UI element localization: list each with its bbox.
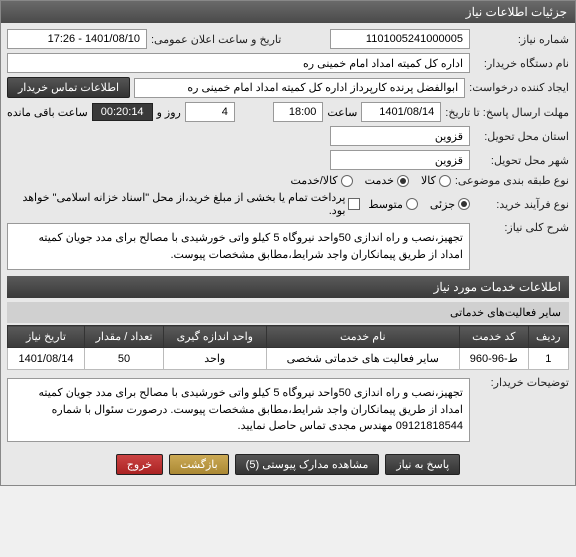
countdown-timer: 00:20:14 bbox=[92, 103, 153, 121]
table-row: 1ط-96-960سایر فعالیت های خدماتی شخصیواحد… bbox=[8, 348, 569, 370]
buyer-notes-box: تجهیز،نصب و راه اندازی 50واحد نیروگاه 5 … bbox=[7, 378, 470, 442]
table-header-cell: واحد اندازه گیری bbox=[164, 326, 266, 348]
requester-field: ابوالفضل پرنده کارپرداز اداره کل کمیته ا… bbox=[134, 78, 465, 98]
radio-medium-item[interactable]: متوسط bbox=[368, 198, 418, 211]
table-header-cell: تعداد / مقدار bbox=[84, 326, 163, 348]
table-header-cell: تاریخ نیاز bbox=[8, 326, 85, 348]
radio-partial bbox=[458, 198, 470, 210]
province-label: استان محل تحویل: bbox=[474, 130, 569, 143]
deadline-time-field: 18:00 bbox=[273, 102, 323, 122]
need-number-field: 1101005241000005 bbox=[330, 29, 470, 49]
buyer-org-label: نام دستگاه خریدار: bbox=[474, 57, 569, 70]
radio-service bbox=[397, 175, 409, 187]
services-table: ردیفکد خدمتنام خدمتواحد اندازه گیریتعداد… bbox=[7, 325, 569, 370]
attachments-button[interactable]: مشاهده مدارک پیوستی (5) bbox=[235, 454, 380, 475]
table-cell: ط-96-960 bbox=[460, 348, 529, 370]
category-label: نوع طبقه بندی موضوعی: bbox=[455, 174, 569, 187]
respond-button[interactable]: پاسخ به نیاز bbox=[385, 454, 460, 475]
row-buyer-notes: توضیحات خریدار: تجهیز،نصب و راه اندازی 5… bbox=[7, 376, 569, 442]
payment-checkbox-item[interactable]: پرداخت تمام یا بخشی از مبلغ خرید،از محل … bbox=[7, 191, 360, 217]
days-field: 4 bbox=[185, 102, 235, 122]
radio-both-item[interactable]: کالا/خدمت bbox=[290, 174, 352, 187]
summary-label: شرح کلی نیاز: bbox=[474, 221, 569, 234]
radio-partial-label: جزئی bbox=[430, 198, 455, 211]
details-window: جزئیات اطلاعات نیاز شماره نیاز: 11010052… bbox=[0, 0, 576, 486]
row-province: استان محل تحویل: قزوین bbox=[7, 126, 569, 146]
radio-both-label: کالا/خدمت bbox=[290, 174, 337, 187]
row-need-number: شماره نیاز: 1101005241000005 تاریخ و ساع… bbox=[7, 29, 569, 49]
summary-box: تجهیز،نصب و راه اندازی 50واحد نیروگاه 5 … bbox=[7, 223, 470, 270]
radio-medium-label: متوسط bbox=[368, 198, 403, 211]
table-header-cell: کد خدمت bbox=[460, 326, 529, 348]
table-header-cell: نام خدمت bbox=[266, 326, 460, 348]
announce-label: تاریخ و ساعت اعلان عمومی: bbox=[151, 33, 281, 46]
contact-buyer-button[interactable]: اطلاعات تماس خریدار bbox=[7, 77, 130, 98]
purchase-radio-group: جزئی متوسط bbox=[368, 198, 470, 211]
buyer-org-field: اداره کل کمیته امداد امام خمینی ره bbox=[7, 53, 470, 73]
table-cell: 50 bbox=[84, 348, 163, 370]
table-body: 1ط-96-960سایر فعالیت های خدماتی شخصیواحد… bbox=[8, 348, 569, 370]
table-cell: 1 bbox=[528, 348, 568, 370]
table-header: ردیفکد خدمتنام خدمتواحد اندازه گیریتعداد… bbox=[8, 326, 569, 348]
time-label-1: ساعت bbox=[327, 106, 357, 119]
requester-label: ایجاد کننده درخواست: bbox=[469, 81, 569, 94]
table-header-cell: ردیف bbox=[528, 326, 568, 348]
category-radio-group: کالا خدمت کالا/خدمت bbox=[290, 174, 450, 187]
window-title: جزئیات اطلاعات نیاز bbox=[466, 5, 567, 19]
remaining-label: ساعت باقی مانده bbox=[7, 106, 88, 119]
radio-medium bbox=[406, 198, 418, 210]
buyer-notes-label: توضیحات خریدار: bbox=[474, 376, 569, 389]
table-cell: واحد bbox=[164, 348, 266, 370]
radio-service-item[interactable]: خدمت bbox=[365, 174, 409, 187]
province-field: قزوین bbox=[330, 126, 470, 146]
services-subsection: سایر فعالیت‌های خدماتی bbox=[7, 302, 569, 323]
table-cell: 1401/08/14 bbox=[8, 348, 85, 370]
purchase-type-label: نوع فرآیند خرید: bbox=[474, 198, 569, 211]
deadline-date-field: 1401/08/14 bbox=[361, 102, 441, 122]
radio-partial-item[interactable]: جزئی bbox=[430, 198, 470, 211]
row-deadline: مهلت ارسال پاسخ: تا تاریخ: 1401/08/14 سا… bbox=[7, 102, 569, 122]
radio-goods-item[interactable]: کالا bbox=[421, 174, 451, 187]
exit-button[interactable]: خروج bbox=[116, 454, 163, 475]
deadline-label: مهلت ارسال پاسخ: تا تاریخ: bbox=[445, 106, 569, 119]
announce-field: 1401/08/10 - 17:26 bbox=[7, 29, 147, 49]
radio-goods-label: کالا bbox=[421, 174, 436, 187]
radio-goods bbox=[439, 175, 451, 187]
row-buyer-org: نام دستگاه خریدار: اداره کل کمیته امداد … bbox=[7, 53, 569, 73]
radio-both bbox=[341, 175, 353, 187]
row-requester: ایجاد کننده درخواست: ابوالفضل پرنده کارپ… bbox=[7, 77, 569, 98]
table-cell: سایر فعالیت های خدماتی شخصی bbox=[266, 348, 460, 370]
row-city: شهر محل تحویل: قزوین bbox=[7, 150, 569, 170]
city-label: شهر محل تحویل: bbox=[474, 154, 569, 167]
window-titlebar: جزئیات اطلاعات نیاز bbox=[1, 1, 575, 23]
back-button[interactable]: بازگشت bbox=[169, 454, 229, 475]
city-field: قزوین bbox=[330, 150, 470, 170]
need-number-label: شماره نیاز: bbox=[474, 33, 569, 46]
radio-service-label: خدمت bbox=[365, 174, 394, 187]
footer-buttons: پاسخ به نیاز مشاهده مدارک پیوستی (5) باز… bbox=[7, 446, 569, 479]
services-section-header: اطلاعات خدمات مورد نیاز bbox=[7, 276, 569, 298]
row-summary: شرح کلی نیاز: تجهیز،نصب و راه اندازی 50و… bbox=[7, 221, 569, 270]
payment-checkbox bbox=[348, 198, 360, 210]
row-category: نوع طبقه بندی موضوعی: کالا خدمت کالا/خدم… bbox=[7, 174, 569, 187]
days-label: روز و bbox=[157, 106, 181, 119]
row-purchase-type: نوع فرآیند خرید: جزئی متوسط پرداخت تمام … bbox=[7, 191, 569, 217]
payment-note: پرداخت تمام یا بخشی از مبلغ خرید،از محل … bbox=[7, 191, 345, 217]
content-area: شماره نیاز: 1101005241000005 تاریخ و ساع… bbox=[1, 23, 575, 485]
